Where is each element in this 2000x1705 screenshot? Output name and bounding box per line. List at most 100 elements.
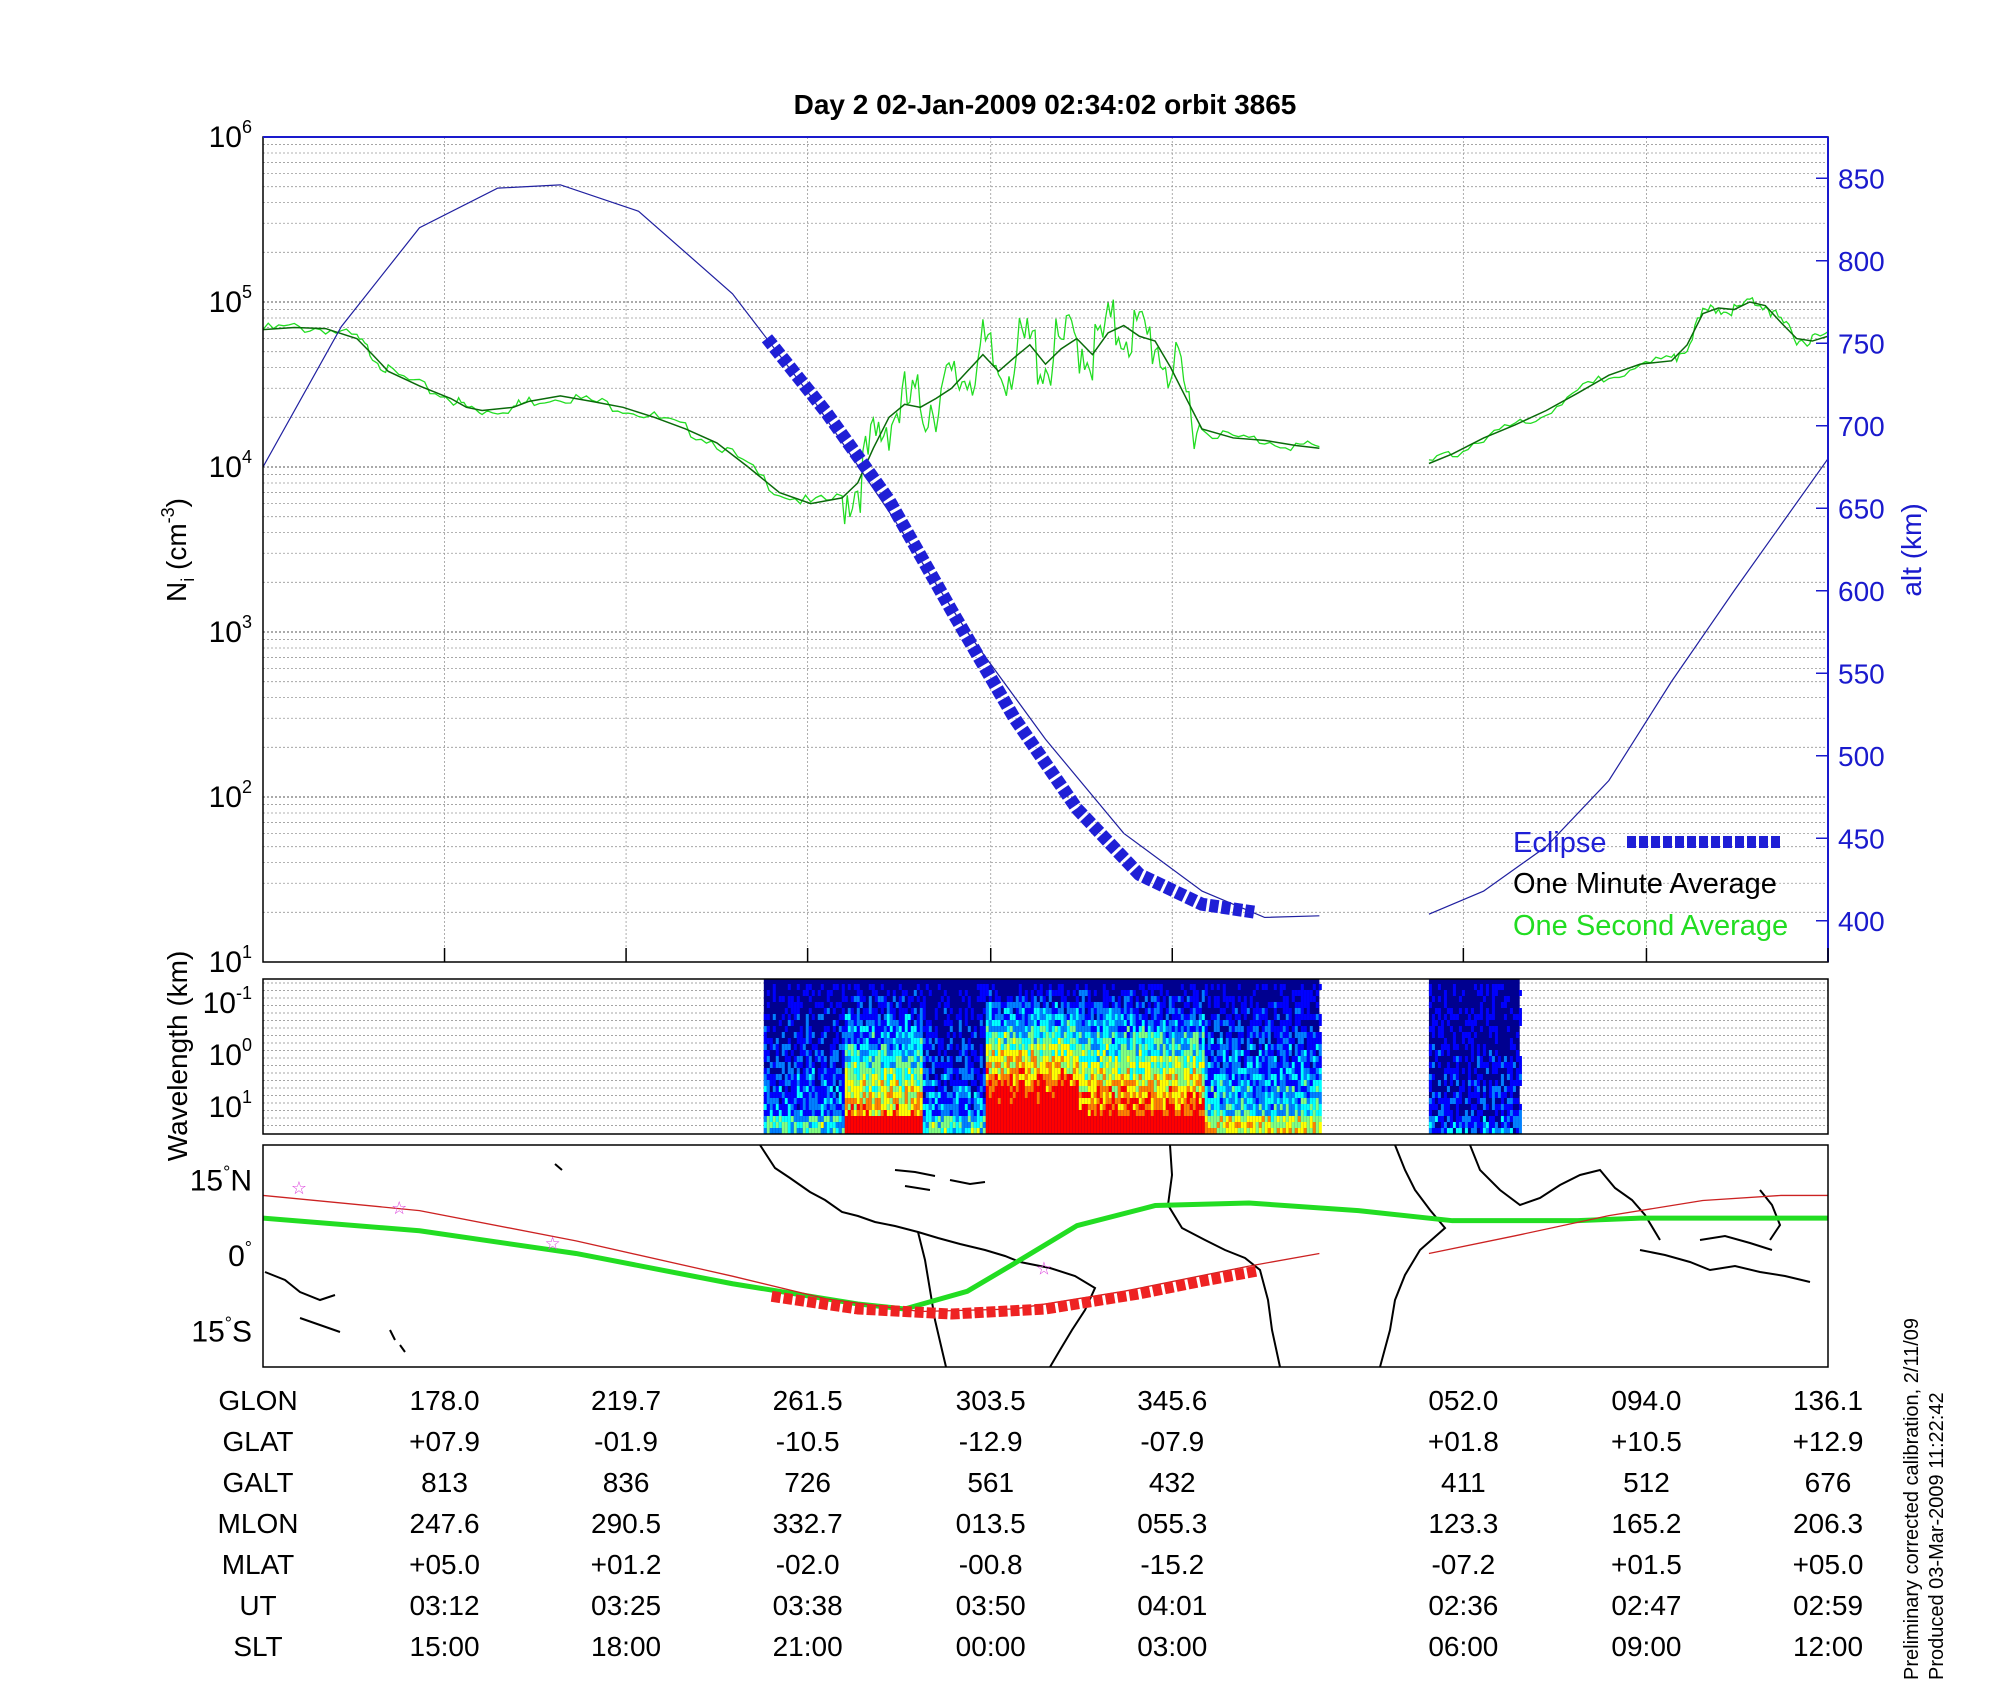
spectrogram-cell [898,1068,902,1074]
spectrogram-cell [1024,1062,1028,1068]
spectrogram-cell [1219,1032,1223,1038]
spectrogram-cell [1318,1128,1322,1134]
spectrogram-cell [1249,1080,1253,1086]
spectrogram-cell [1485,1020,1489,1026]
spectrogram-cell [1288,1068,1292,1074]
spectrogram-cell [1147,1098,1151,1104]
spectrogram-cell [835,1086,839,1092]
spectrogram-cell [811,1104,815,1110]
spectrogram-cell [1470,1056,1474,1062]
spectrogram-cell [1476,1074,1480,1080]
spectrogram-cell [1033,1038,1037,1044]
spectrogram-cell [1132,1104,1136,1110]
spectrogram-cell [1458,1116,1462,1122]
spectrogram-cell [1039,1056,1043,1062]
spectrogram-cell [1228,996,1232,1002]
spectrogram-cell [1270,1050,1274,1056]
spectrogram-cell [1491,984,1495,990]
spectrogram-cell [790,1080,794,1086]
spectrogram-cell [1243,1128,1247,1134]
spectrogram-cell [1273,1002,1277,1008]
spectrogram-cell [1291,1068,1295,1074]
spectrogram-cell [1129,1044,1133,1050]
spectrogram-cell [919,1050,923,1056]
spectrogram-cell [874,1032,878,1038]
spectrogram-cell [1231,1020,1235,1026]
spectrogram-cell [1147,1008,1151,1014]
spectrogram-cell [901,1092,905,1098]
spectrogram-cell [769,1062,773,1068]
spectrogram-cell [1162,1128,1166,1134]
spectrogram-cell [1039,1110,1043,1116]
spectrogram-cell [1129,1110,1133,1116]
spectrogram-cell [1000,1122,1004,1128]
spectrogram-cell [1249,1074,1253,1080]
spectrogram-cell [889,1098,893,1104]
spectrogram-cell [862,1038,866,1044]
spectrogram-cell [1054,1098,1058,1104]
spectrogram-cell [850,1056,854,1062]
spectrogram-cell [832,1068,836,1074]
spectrogram-cell [832,1026,836,1032]
spectrogram-cell [1051,1002,1055,1008]
spectrogram-cell [832,1056,836,1062]
spectrogram-cell [1159,1104,1163,1110]
spectrogram-cell [1306,1068,1310,1074]
spectrogram-cell [1174,1122,1178,1128]
spectrogram-cell [841,1014,845,1020]
spectrogram-cell [850,1086,854,1092]
spectrogram-cell [1509,1068,1513,1074]
spectrogram-cell [1470,1116,1474,1122]
spectrogram-cell [1171,1074,1175,1080]
spectrogram-cell [1108,1026,1112,1032]
spectrogram-cell [847,1074,851,1080]
spectrogram-cell [880,1020,884,1026]
spectrogram-cell [1273,1092,1277,1098]
spectrogram-cell [1180,1038,1184,1044]
spectrogram-cell [1306,1116,1310,1122]
spectrogram-cell [1087,1014,1091,1020]
spectrogram-cell [1494,1026,1498,1032]
spectrogram-cell [1096,1128,1100,1134]
spectrogram-cell [1168,1068,1172,1074]
spectrogram-cell [790,1122,794,1128]
spectrogram-cell [1003,1032,1007,1038]
spectrogram-cell [814,1122,818,1128]
spectrogram-cell [937,1104,941,1110]
spectrogram-cell [880,1098,884,1104]
spectrogram-cell [1036,1128,1040,1134]
spectrogram-cell [967,1056,971,1062]
spectrogram-cell [1036,1086,1040,1092]
spectrogram-cell [1446,1044,1450,1050]
spectrogram-cell [979,1020,983,1026]
tick-exp: 2 [242,777,252,797]
spectrogram-cell [1180,1056,1184,1062]
spectrogram-cell [922,1014,926,1020]
spectrogram-cell [931,1110,935,1116]
spectrogram-cell [847,1068,851,1074]
spectrogram-cell [1282,1092,1286,1098]
spectrogram-cell [895,1074,899,1080]
spectrogram-cell [1252,1008,1256,1014]
spectrogram-cell [1288,1086,1292,1092]
spectrogram-cell [973,1104,977,1110]
spectrogram-cell [1057,990,1061,996]
spectrogram-cell [1318,1056,1322,1062]
spectrogram-cell [991,1032,995,1038]
spectrogram-cell [916,1122,920,1128]
spectrogram-cell [1252,1068,1256,1074]
spectrogram-cell [796,1062,800,1068]
spectrogram-cell [1198,1008,1202,1014]
spectrogram-cell [958,1122,962,1128]
spectrogram-cell [1261,984,1265,990]
spectrogram-cell [1192,1080,1196,1086]
spectrogram-cell [1261,1038,1265,1044]
spectrogram-cell [1057,1056,1061,1062]
spectrogram-cell [919,1062,923,1068]
spectrogram-cell [988,1074,992,1080]
spectrogram-cell [1030,1062,1034,1068]
spectrogram-cell [763,1122,767,1128]
spectrogram-cell [1264,1032,1268,1038]
